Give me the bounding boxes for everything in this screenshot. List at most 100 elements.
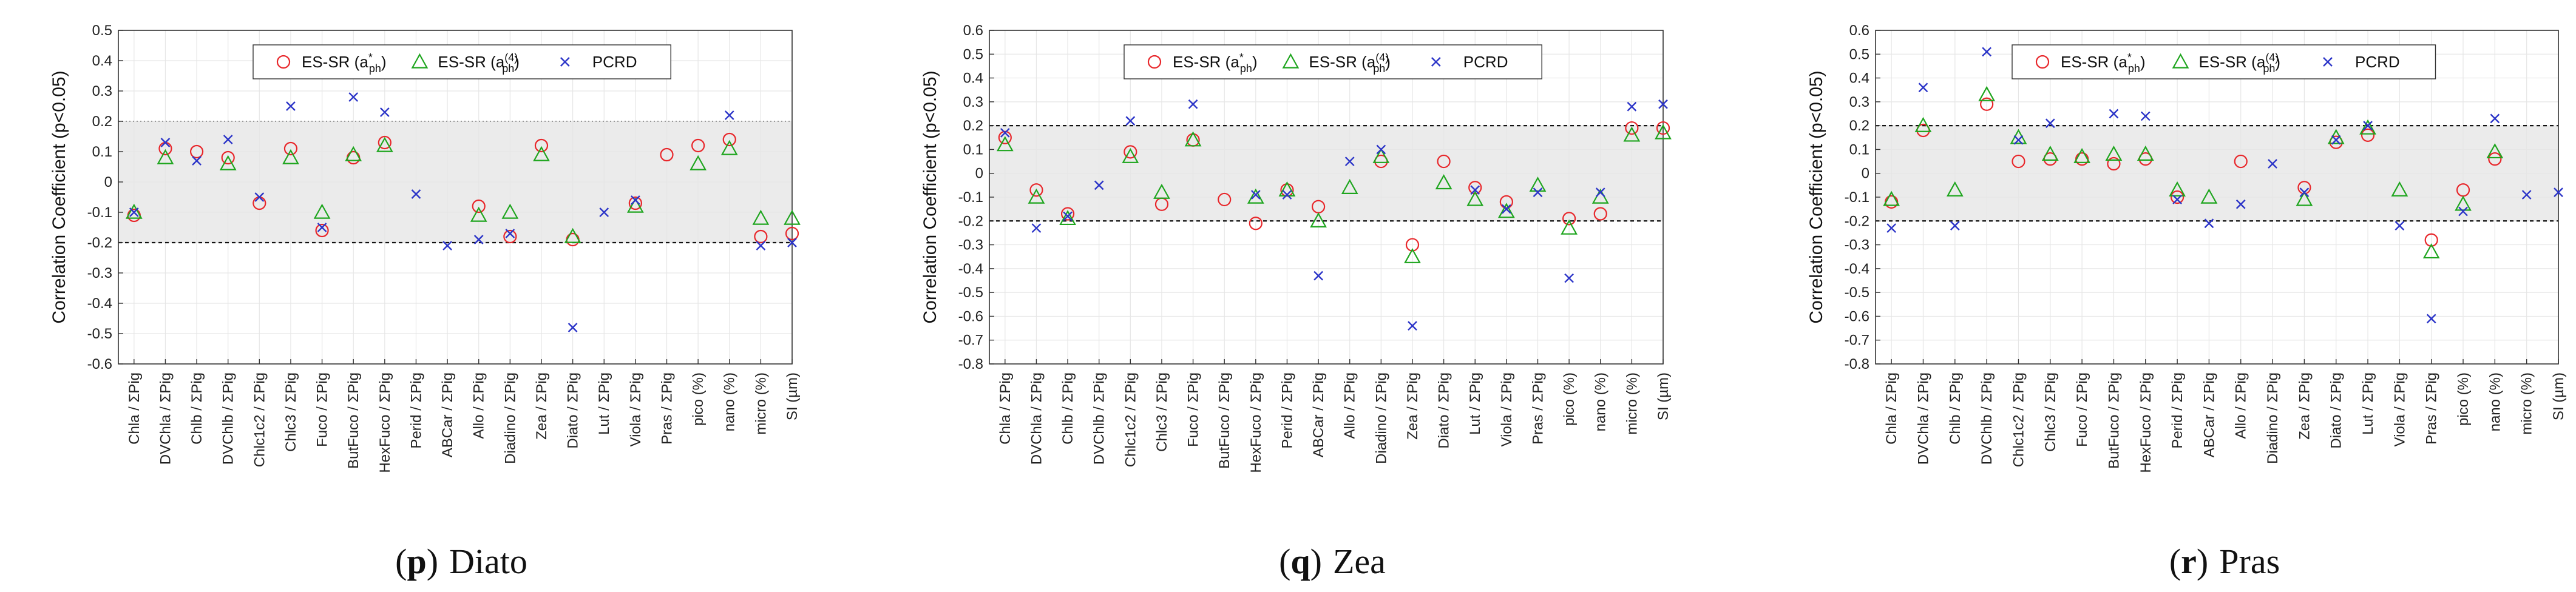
figure: -0.6 -0.5 -0.4 -0.3 -0.2 -0.1 0 0.1 0.2 0.3 0.4 0.5… <box>0 0 2576 592</box>
x-tick-label: Zea / ΣPig <box>534 372 550 440</box>
x-tick-label: ButFuco / ΣPig <box>345 372 362 469</box>
y-tick-label: -0.7 <box>1845 332 1869 349</box>
x-tick-label: nano (%) <box>1593 372 1609 431</box>
x-tick-label: Pras / ΣPig <box>1530 372 1546 445</box>
caption-paren-open: ( <box>395 542 407 581</box>
x-tick-label: Chlc1c2 / ΣPig <box>251 372 268 467</box>
y-tick-label: 0.2 <box>1849 118 1869 134</box>
x-tick-label: ButFuco / ΣPig <box>1216 372 1233 469</box>
legend-sup: * <box>368 52 373 64</box>
x-tick-label: ABCar / ΣPig <box>2201 372 2217 457</box>
x-tick-label: Diadino / ΣPig <box>502 372 518 464</box>
y-tick-label: 0.4 <box>963 70 983 87</box>
caption-paren-close: ) <box>1310 542 1322 581</box>
y-tick-label: -0.2 <box>1845 213 1869 229</box>
y-tick-label: -0.4 <box>958 261 983 277</box>
x-tick-label: pico (%) <box>2455 372 2472 426</box>
y-tick-label: 0.3 <box>963 94 983 110</box>
caption-name: Zea <box>1333 542 1386 581</box>
y-tick-label: 0.4 <box>1849 70 1869 87</box>
legend-close: ) <box>381 53 387 71</box>
caption-paren-open: ( <box>2169 542 2181 581</box>
x-tick-label: Diato / ΣPig <box>1436 372 1452 449</box>
y-axis-label: Correlation Coefficient (p<0.05) <box>1806 70 1826 323</box>
x-tick-label: Diato / ΣPig <box>2328 372 2345 449</box>
x-tick-label: ABCar / ΣPig <box>1310 372 1327 457</box>
panel-caption: (r) Pras <box>2169 542 2280 581</box>
x-tick-label: HexFuco / ΣPig <box>2138 372 2154 473</box>
legend-text: ES-SR (a <box>2061 53 2127 71</box>
legend-close: ) <box>1385 53 1391 71</box>
x-tick-label: Pras / ΣPig <box>659 372 675 445</box>
x-tick-label: SI (µm) <box>1655 372 1672 420</box>
x-tick-label: Chlc1c2 / ΣPig <box>2010 372 2027 467</box>
x-tick-label: Viola / ΣPig <box>2391 372 2408 446</box>
x-tick-label: ABCar / ΣPig <box>439 372 456 457</box>
caption-name: Pras <box>2219 542 2280 581</box>
y-tick-label: 0.6 <box>1849 22 1869 39</box>
x-tick-label: Allo / ΣPig <box>471 372 487 439</box>
y-tick-label: 0.3 <box>92 83 112 99</box>
legend-sup: * <box>2127 52 2132 64</box>
x-tick-label: Lut / ΣPig <box>596 372 612 435</box>
x-tick-label: micro (%) <box>2519 372 2535 435</box>
y-tick-label: -0.3 <box>958 237 983 254</box>
x-tick-label: ButFuco / ΣPig <box>2106 372 2122 469</box>
y-tick-label: 0.5 <box>1849 46 1869 62</box>
x-tick-label: Zea / ΣPig <box>2296 372 2313 440</box>
x-tick-label: Perid / ΣPig <box>2169 372 2186 449</box>
x-tick-label: Zea / ΣPig <box>1405 372 1421 440</box>
y-tick-label: 0.2 <box>92 113 112 130</box>
x-tick-label: DVChla / ΣPig <box>1915 372 1931 465</box>
legend-text: ES-SR (a <box>302 53 368 71</box>
y-tick-label: 0.1 <box>1849 141 1869 158</box>
y-tick-label: -0.4 <box>1845 261 1869 277</box>
y-tick-label: -0.8 <box>1845 356 1869 372</box>
caption-paren-close: ) <box>2197 542 2208 581</box>
x-tick-label: micro (%) <box>753 372 769 435</box>
x-tick-label: pico (%) <box>690 372 707 426</box>
x-tick-label: Chlb / ΣPig <box>189 372 205 445</box>
y-tick-label: 0 <box>104 174 112 190</box>
x-tick-label: Lut / ΣPig <box>1467 372 1483 435</box>
legend-sub: ph <box>2128 62 2140 75</box>
x-tick-label: Chlc3 / ΣPig <box>2042 372 2059 452</box>
y-tick-label: 0.4 <box>92 53 112 69</box>
legend-label-pcrd: PCRD <box>1463 53 1508 71</box>
y-axis-label: Correlation Coefficient (p<0.05) <box>49 70 69 323</box>
y-tick-label: -0.1 <box>958 189 983 206</box>
y-tick-label: -0.1 <box>1845 189 1869 206</box>
legend-sub: ph <box>369 62 381 75</box>
legend-sub: ph <box>1240 62 1252 75</box>
x-tick-label: Diadino / ΣPig <box>2265 372 2281 464</box>
legend-sub: ph <box>1373 62 1385 75</box>
y-tick-label: 0 <box>1862 166 1869 182</box>
caption-letter: q <box>1290 542 1310 581</box>
x-tick-label: Pras / ΣPig <box>2424 372 2440 445</box>
y-tick-label: -0.6 <box>1845 308 1869 325</box>
x-tick-label: Chla / ΣPig <box>1883 372 1900 445</box>
x-tick-label: DVChlb / ΣPig <box>220 372 237 465</box>
x-tick-label: Chlb / ΣPig <box>1060 372 1076 445</box>
legend-text: ES-SR (a <box>2199 53 2266 71</box>
x-tick-label: nano (%) <box>722 372 738 431</box>
x-tick-label: Lut / ΣPig <box>2360 372 2376 435</box>
x-tick-label: DVChlb / ΣPig <box>1091 372 1108 465</box>
y-tick-label: -0.5 <box>87 326 112 342</box>
y-tick-label: -0.2 <box>958 213 983 229</box>
x-tick-label: Viola / ΣPig <box>1499 372 1515 446</box>
y-tick-label: 0 <box>975 166 983 182</box>
caption-letter: r <box>2181 542 2197 581</box>
x-tick-label: Perid / ΣPig <box>408 372 424 449</box>
y-tick-label: -0.5 <box>1845 284 1869 301</box>
chart-panel-p: -0.6 -0.5 -0.4 -0.3 -0.2 -0.1 0 0.1 0.2 0.3 0.4 0.5… <box>49 22 801 581</box>
caption-paren-close: ) <box>427 542 438 581</box>
y-tick-label: -0.7 <box>958 332 983 349</box>
legend-sub: ph <box>502 62 514 75</box>
x-tick-label: DVChla / ΣPig <box>157 372 174 465</box>
x-tick-label: Perid / ΣPig <box>1279 372 1295 449</box>
y-tick-label: 0.5 <box>963 46 983 62</box>
y-tick-label: 0.1 <box>92 144 112 160</box>
x-tick-label: nano (%) <box>2487 372 2503 431</box>
x-tick-label: Diato / ΣPig <box>565 372 581 449</box>
